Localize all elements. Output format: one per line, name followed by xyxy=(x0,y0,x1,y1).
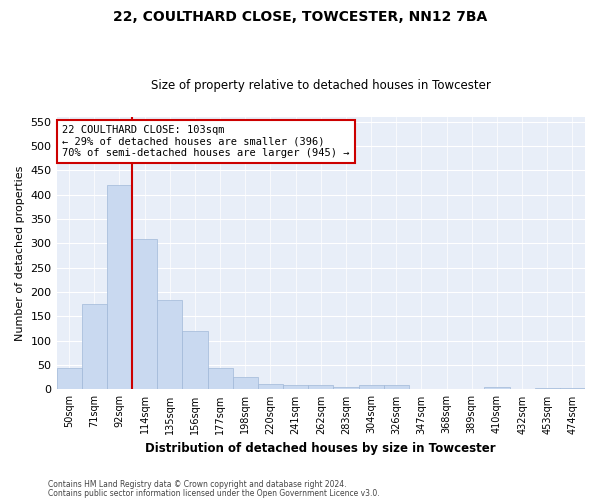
Bar xyxy=(283,384,308,390)
Bar xyxy=(258,384,283,390)
Bar xyxy=(82,304,107,390)
Bar xyxy=(233,378,258,390)
Bar xyxy=(132,240,157,390)
Bar xyxy=(334,387,359,390)
X-axis label: Distribution of detached houses by size in Towcester: Distribution of detached houses by size … xyxy=(145,442,496,455)
Bar xyxy=(182,331,208,390)
Text: 22, COULTHARD CLOSE, TOWCESTER, NN12 7BA: 22, COULTHARD CLOSE, TOWCESTER, NN12 7BA xyxy=(113,10,487,24)
Bar xyxy=(208,368,233,390)
Text: Contains public sector information licensed under the Open Government Licence v3: Contains public sector information licen… xyxy=(48,489,380,498)
Text: Contains HM Land Registry data © Crown copyright and database right 2024.: Contains HM Land Registry data © Crown c… xyxy=(48,480,347,489)
Bar xyxy=(308,384,334,390)
Title: Size of property relative to detached houses in Towcester: Size of property relative to detached ho… xyxy=(151,79,491,92)
Bar xyxy=(484,387,509,390)
Bar xyxy=(560,388,585,390)
Bar xyxy=(535,388,560,390)
Bar xyxy=(359,384,383,390)
Bar xyxy=(383,384,409,390)
Text: 22 COULTHARD CLOSE: 103sqm
← 29% of detached houses are smaller (396)
70% of sem: 22 COULTHARD CLOSE: 103sqm ← 29% of deta… xyxy=(62,125,349,158)
Bar xyxy=(157,300,182,390)
Y-axis label: Number of detached properties: Number of detached properties xyxy=(15,166,25,341)
Bar xyxy=(107,185,132,390)
Bar xyxy=(56,368,82,390)
